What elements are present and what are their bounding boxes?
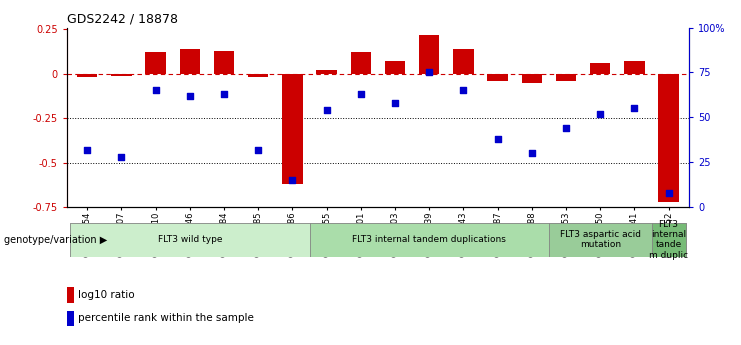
Bar [549,223,651,257]
Text: FLT3 internal tandem duplications: FLT3 internal tandem duplications [352,235,506,244]
Bar [651,223,685,257]
Bar [556,74,576,81]
Bar [522,74,542,83]
Bar [453,49,473,74]
Point [628,106,640,111]
Text: genotype/variation ▶: genotype/variation ▶ [4,235,107,245]
Point [321,107,333,113]
Text: percentile rank within the sample: percentile rank within the sample [78,313,253,323]
Point [287,177,299,183]
Text: FLT3 wild type: FLT3 wild type [158,235,222,244]
Text: log10 ratio: log10 ratio [78,290,134,300]
Bar [658,74,679,202]
Bar [111,74,132,76]
Point [218,91,230,97]
Bar [350,52,371,74]
Point [252,147,264,152]
Bar [419,35,439,74]
Point [594,111,606,117]
Point [116,154,127,159]
Bar [282,74,302,184]
Bar [77,74,98,77]
Bar [248,74,268,77]
Bar [624,61,645,74]
Point [457,88,469,93]
Point [355,91,367,97]
Bar [67,287,74,303]
Point [184,93,196,99]
Bar [145,52,166,74]
Text: FLT3 aspartic acid
mutation: FLT3 aspartic acid mutation [559,230,641,249]
Bar [488,74,508,81]
Bar [316,70,337,74]
Text: GDS2242 / 18878: GDS2242 / 18878 [67,12,178,25]
Bar [179,49,200,74]
Point [389,100,401,106]
Bar [213,51,234,74]
Bar [590,63,611,74]
Point [423,70,435,75]
Point [662,190,674,195]
Bar [310,223,549,257]
Text: FLT3
internal
tande
m duplic: FLT3 internal tande m duplic [649,220,688,260]
Point [150,88,162,93]
Point [82,147,93,152]
Point [526,150,538,156]
Point [492,136,504,141]
Bar [70,223,310,257]
Bar [385,61,405,74]
Bar [67,310,74,326]
Point [560,125,572,131]
